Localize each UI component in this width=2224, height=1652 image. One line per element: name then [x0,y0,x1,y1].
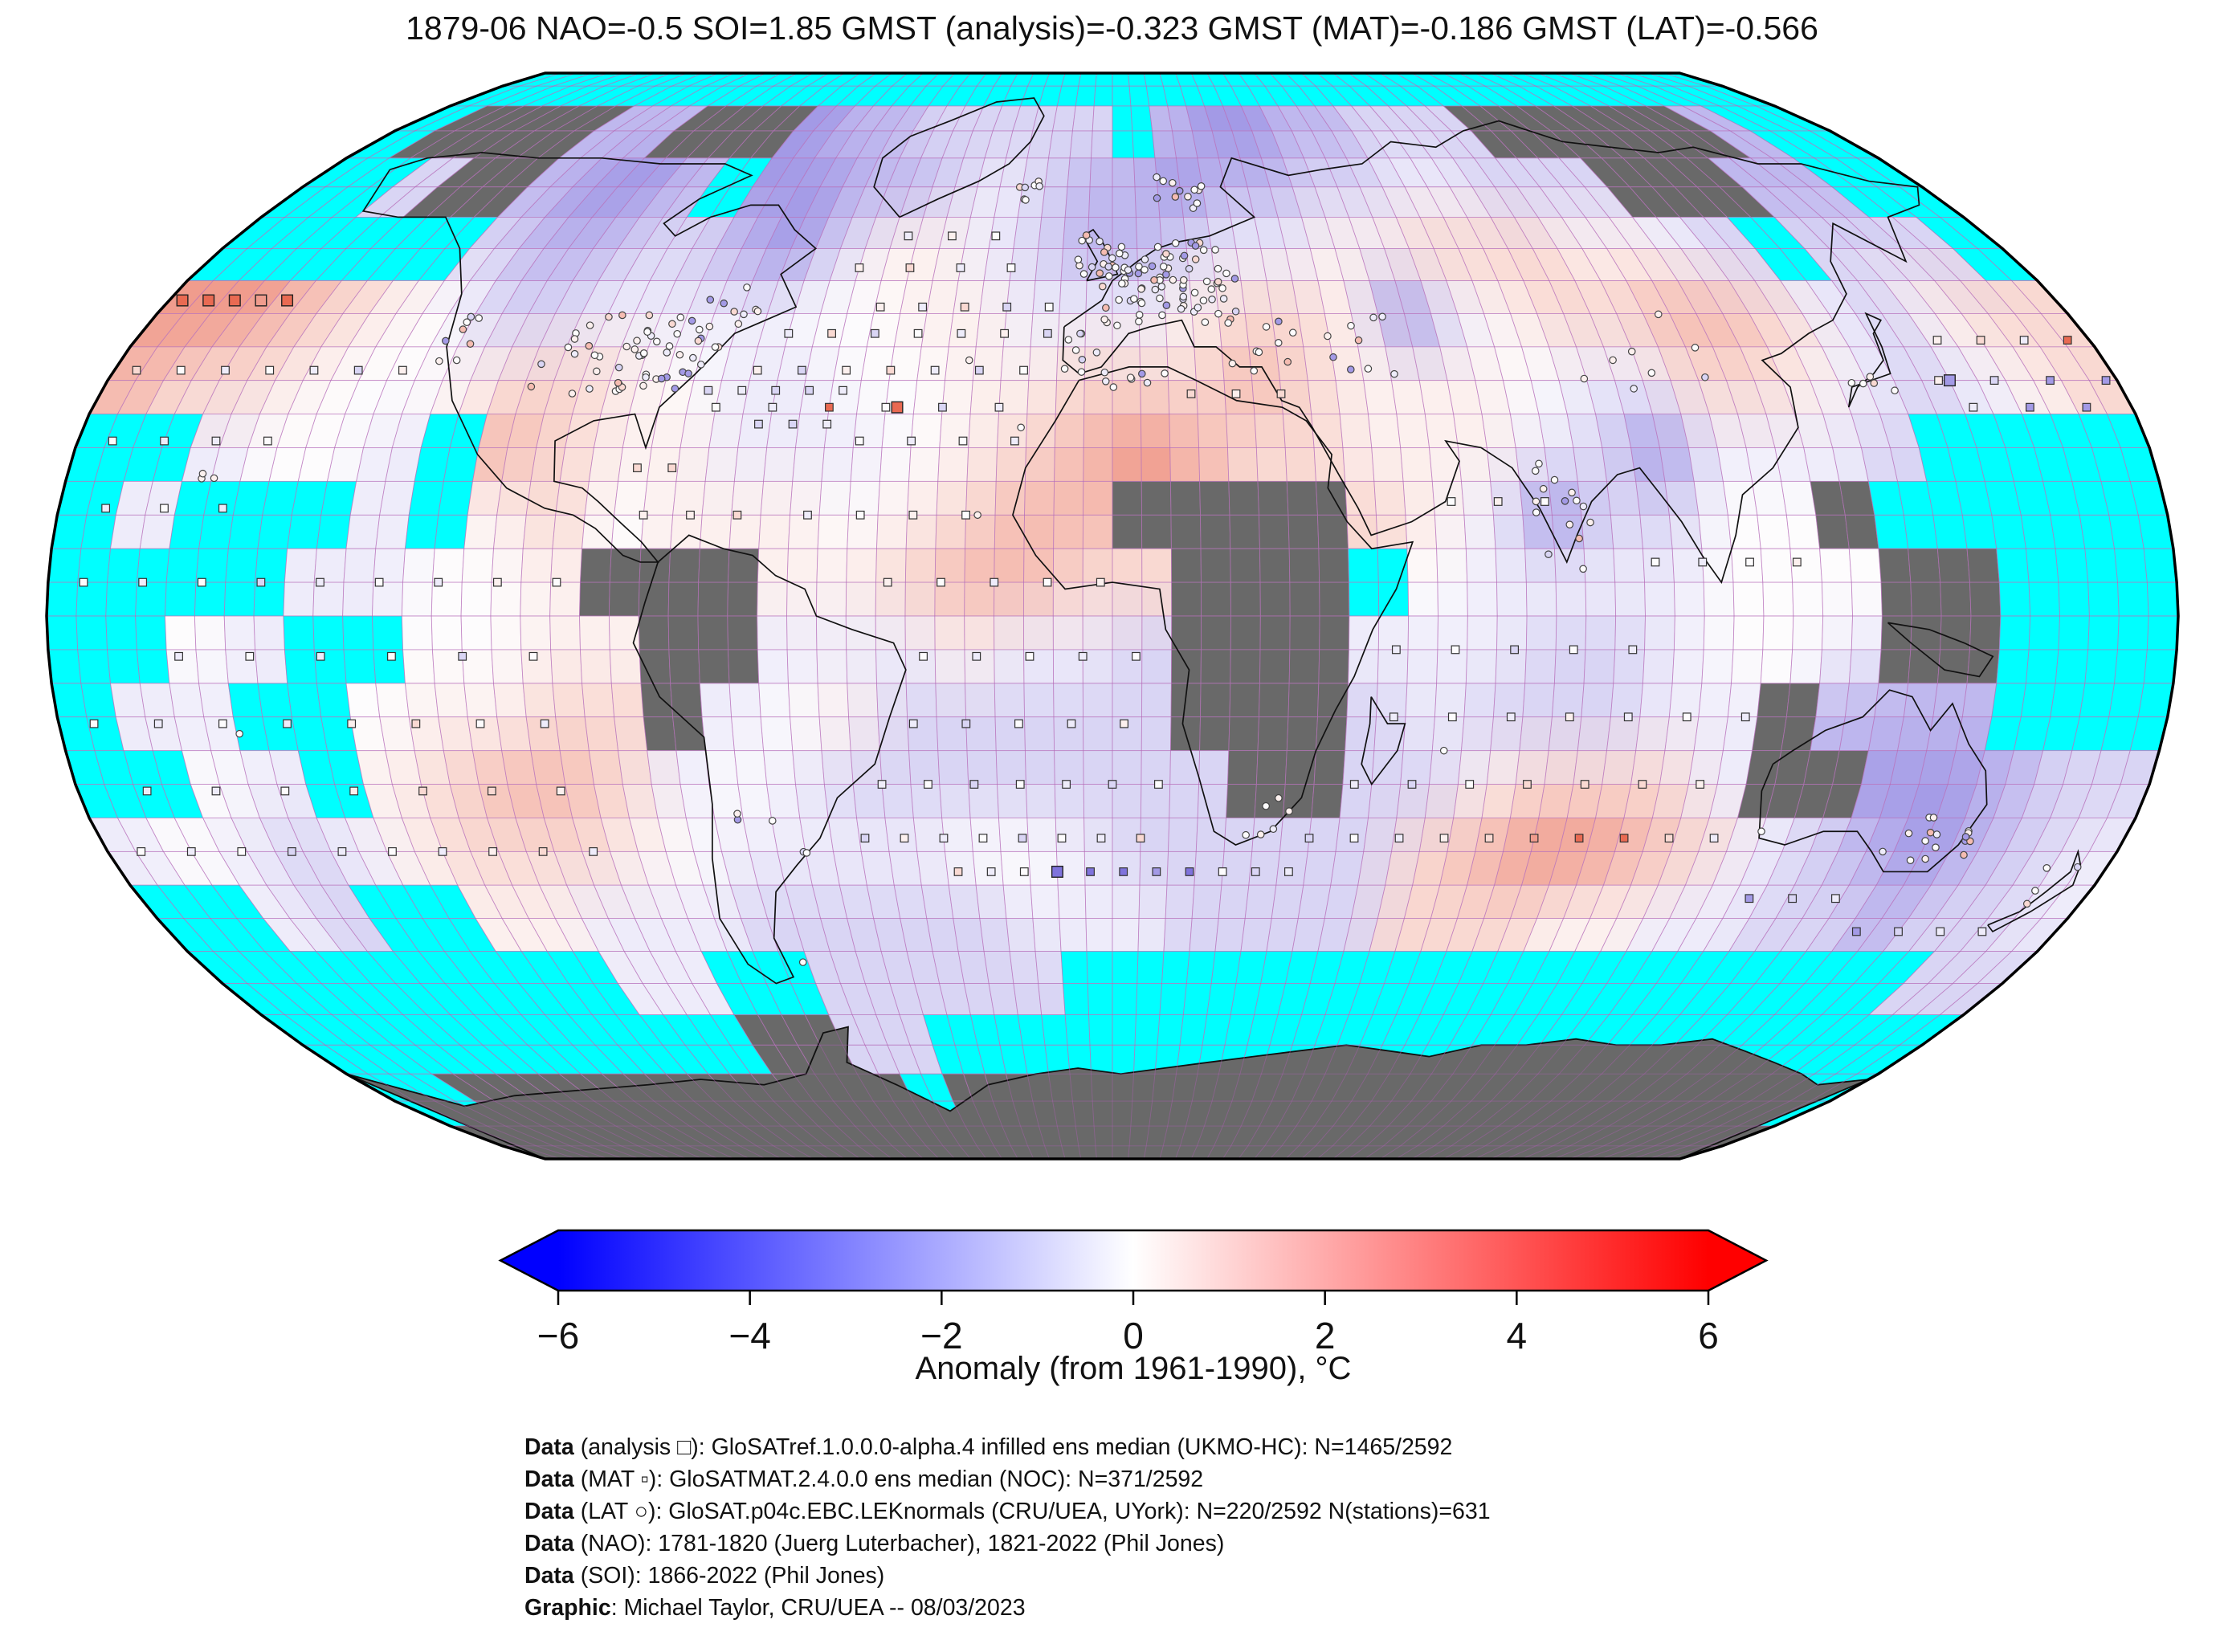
colorbar-tick-label: −2 [920,1315,962,1356]
coastline-new-guinea [1887,622,1994,678]
coastline-greenland [873,97,1045,218]
coastline-uk [1082,228,1119,282]
analysis-square-markers [176,294,1956,878]
colorbar-tick-label: 0 [1123,1315,1144,1356]
caption-text: : Michael Taylor, CRU/UEA -- 08/03/2023 [610,1595,1026,1621]
figure-title: 1879-06 NAO=-0.5 SOI=1.85 GMST (analysis… [406,10,1818,47]
coastline-eurasia [1062,120,1920,584]
caption-lead: Data [524,1499,574,1524]
caption-lead: Data [524,1563,574,1589]
caption-text: (SOI): 1866-2022 (Phil Jones) [573,1563,885,1589]
colorbar-tick-label: 2 [1315,1315,1336,1356]
graticule [46,72,2179,1160]
caption-line: Graphic: Michael Taylor, CRU/UEA -- 08/0… [524,1592,1491,1624]
coastline-africa [1012,366,1414,846]
coastline-madagascar [1361,696,1406,786]
coastline-new-zealand [1987,849,2082,933]
colorbar-axis-label: Anomaly (from 1961-1990), °C [916,1351,1352,1386]
caption-line: Data (NAO): 1781-1820 (Juerg Luterbacher… [524,1528,1491,1560]
colorbar-tick-label: −6 [537,1315,579,1356]
map-outline [45,71,2180,1160]
mat-square-markers [79,231,2111,936]
caption-line: Data (MAT ▫): GloSATMAT.2.4.0.0 ens medi… [524,1463,1491,1495]
caption-text: (analysis □): GloSATref.1.0.0.0-alpha.4 … [573,1434,1453,1460]
colorbar-tick-label: 4 [1507,1315,1528,1356]
colorbar-ticks: −6 −4 −2 0 2 4 6 [537,1291,1719,1356]
caption-line: Data (LAT ○): GloSAT.p04c.EBC.LEKnormals… [524,1495,1491,1528]
colorbar: −6 −4 −2 0 2 4 6 Anomaly (from 1961-1990), °C [498,1229,1769,1386]
colorbar-gradient-bar [498,1229,1769,1292]
caption-lead: Data [524,1466,574,1492]
caption-line: Data (analysis □): GloSATref.1.0.0.0-alp… [524,1431,1491,1463]
caption-text: (NAO): 1781-1820 (Juerg Luterbacher), 18… [573,1531,1225,1556]
caption-line: Data (SOI): 1866-2022 (Phil Jones) [524,1560,1491,1592]
station-circle-markers [198,173,2082,966]
coastline-australia [1758,689,1988,873]
caption-lead: Graphic [524,1595,611,1621]
colorbar-tick-label: −4 [728,1315,770,1356]
caption-lead: Data [524,1434,574,1460]
coastline-north-america [361,152,817,563]
caption-text: (LAT ○): GloSAT.p04c.EBC.LEKnormals (CRU… [573,1499,1491,1524]
figure-caption: Data (analysis □): GloSATref.1.0.0.0-alp… [524,1431,1491,1624]
colorbar-tick-label: 6 [1698,1315,1719,1356]
caption-lead: Data [524,1531,574,1556]
caption-text: (MAT ▫): GloSATMAT.2.4.0.0 ens median (N… [573,1466,1204,1492]
